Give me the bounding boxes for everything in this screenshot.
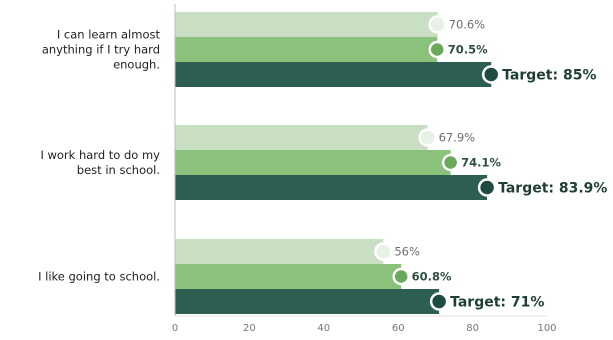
category-label-line: I work hard to do my: [40, 148, 160, 162]
x-tick-label-60: 60: [392, 323, 405, 334]
bar-mid-2: [175, 150, 451, 175]
x-tick-label-100: 100: [537, 323, 556, 334]
bar-end-marker-light-3: [374, 242, 393, 261]
category-label-line: I can learn almost: [57, 28, 161, 42]
bar-end-marker-light-1: [428, 15, 447, 34]
bar-end-marker-light-2: [418, 128, 437, 147]
value-label-light-3: 56%: [394, 245, 420, 259]
x-axis-ticks: 0 20 40 60 80 100: [172, 323, 557, 334]
bar-target-3: [175, 289, 440, 314]
bar-end-marker-target-2: [477, 178, 497, 197]
bar-end-marker-mid-3: [392, 267, 410, 286]
x-tick-label-20: 20: [243, 323, 256, 334]
value-label-target-3: Target: 71%: [450, 295, 544, 311]
x-tick-label-0: 0: [172, 323, 178, 334]
x-tick-label-80: 80: [466, 323, 479, 334]
category-label-1: I can learn almost anything if I try hard…: [42, 28, 161, 72]
value-label-mid-1: 70.5%: [448, 43, 488, 57]
bar-light-3: [175, 239, 384, 264]
bar-mid-3: [175, 264, 402, 289]
x-tick-label-40: 40: [317, 323, 330, 334]
value-label-mid-2: 74.1%: [461, 156, 501, 170]
value-label-light-1: 70.6%: [449, 18, 486, 32]
value-label-target-1: Target: 85%: [502, 68, 596, 84]
bar-end-marker-target-1: [481, 65, 501, 84]
bar-end-marker-mid-1: [428, 40, 447, 59]
category-label-line: I like going to school.: [38, 270, 160, 284]
bar-target-1: [175, 62, 492, 87]
category-label-2: I work hard to do my best in school.: [40, 148, 160, 177]
value-label-light-2: 67.9%: [439, 131, 476, 145]
bar-end-marker-target-3: [429, 292, 449, 311]
category-label-line: enough.: [113, 58, 160, 72]
value-label-target-2: Target: 83.9%: [498, 181, 607, 197]
bar-mid-1: [175, 37, 438, 62]
category-label-line: anything if I try hard: [42, 43, 160, 57]
bar-target-2: [175, 175, 488, 200]
bar-light-2: [175, 125, 428, 150]
bar-light-1: [175, 12, 438, 37]
category-label-line: best in school.: [77, 163, 160, 177]
bar-end-marker-mid-2: [441, 153, 460, 172]
value-label-mid-3: 60.8%: [412, 270, 452, 284]
labels-layer: I can learn almost anything if I try hard…: [38, 18, 607, 311]
bars-layer: [175, 12, 501, 314]
category-label-3: I like going to school.: [38, 270, 160, 284]
